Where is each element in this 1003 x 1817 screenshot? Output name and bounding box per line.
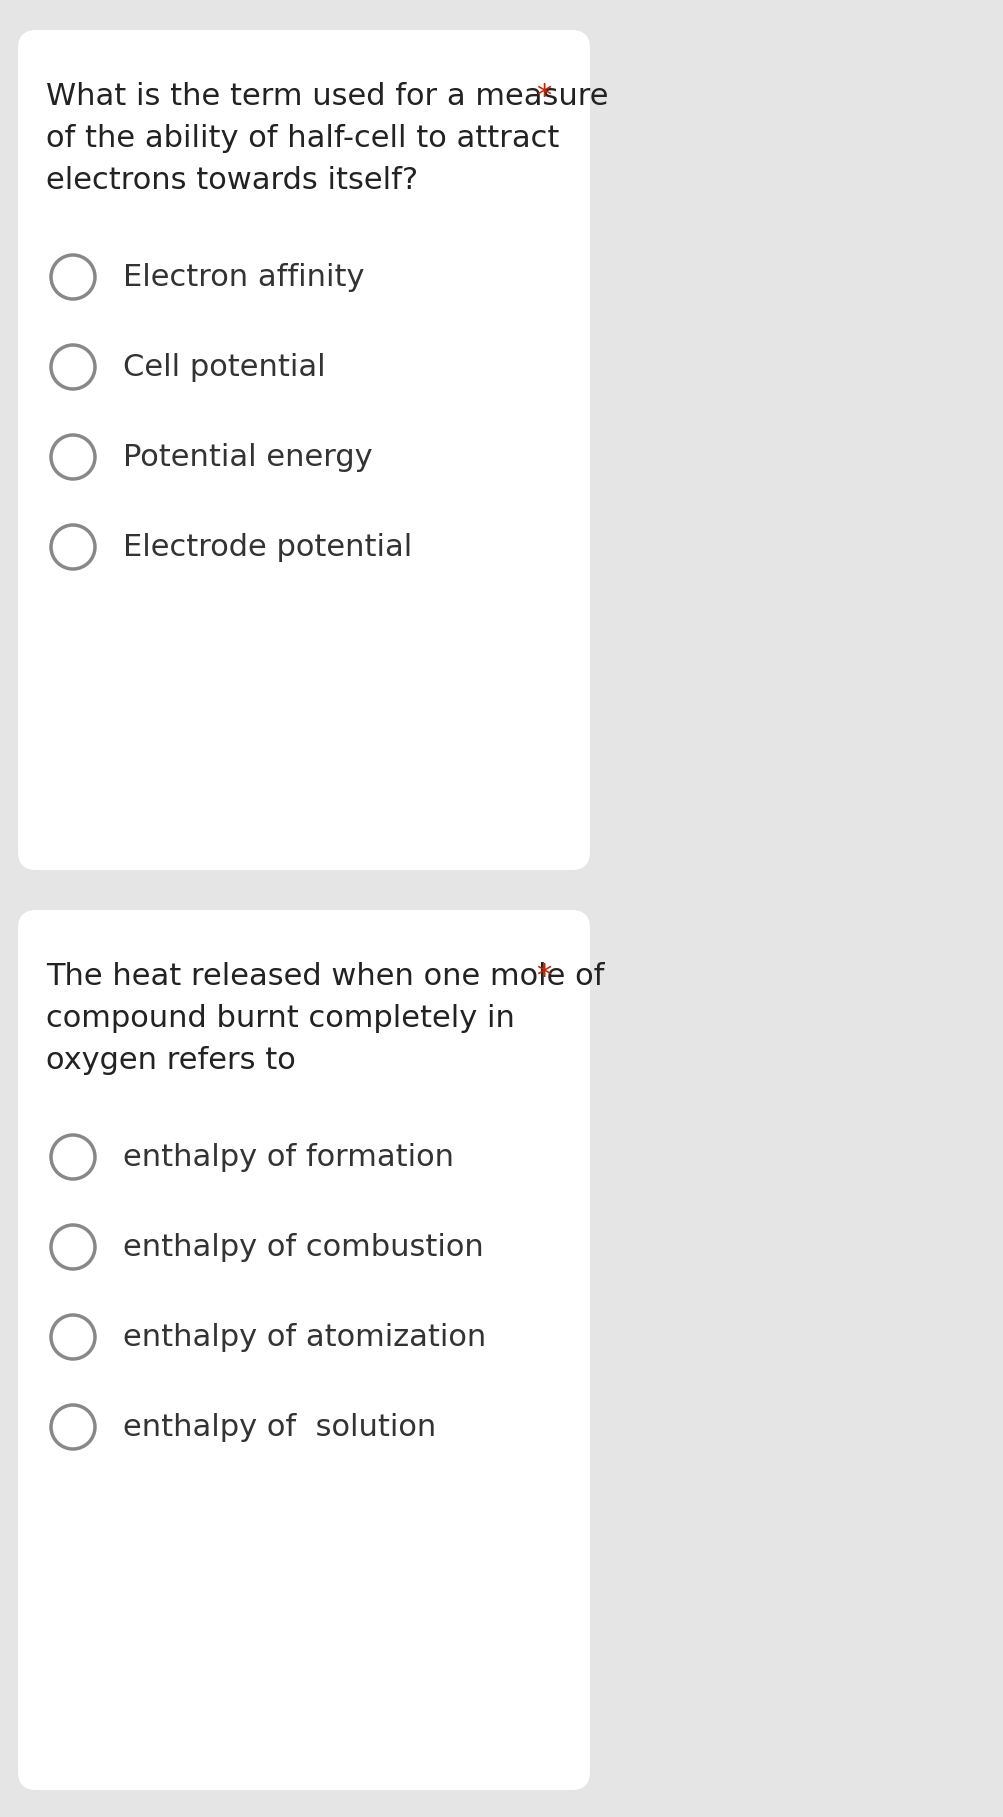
Text: Electrode potential: Electrode potential bbox=[123, 532, 412, 561]
Text: enthalpy of combustion: enthalpy of combustion bbox=[123, 1234, 483, 1263]
Text: compound burnt completely in: compound burnt completely in bbox=[46, 1005, 515, 1034]
FancyBboxPatch shape bbox=[18, 910, 590, 1790]
Text: Electron affinity: Electron affinity bbox=[123, 263, 364, 293]
Text: *: * bbox=[536, 961, 551, 990]
Text: oxygen refers to: oxygen refers to bbox=[46, 1047, 296, 1076]
Text: Potential energy: Potential energy bbox=[123, 443, 372, 472]
Text: enthalpy of atomization: enthalpy of atomization bbox=[123, 1323, 485, 1352]
FancyBboxPatch shape bbox=[18, 31, 590, 870]
Text: The heat released when one mole of: The heat released when one mole of bbox=[46, 961, 604, 990]
Text: *: * bbox=[536, 82, 551, 111]
Text: What is the term used for a measure: What is the term used for a measure bbox=[46, 82, 608, 111]
Text: of the ability of half-cell to attract: of the ability of half-cell to attract bbox=[46, 124, 559, 153]
Text: Cell potential: Cell potential bbox=[123, 352, 325, 382]
Text: enthalpy of  solution: enthalpy of solution bbox=[123, 1414, 436, 1443]
Text: electrons towards itself?: electrons towards itself? bbox=[46, 165, 417, 194]
Text: enthalpy of formation: enthalpy of formation bbox=[123, 1143, 453, 1172]
